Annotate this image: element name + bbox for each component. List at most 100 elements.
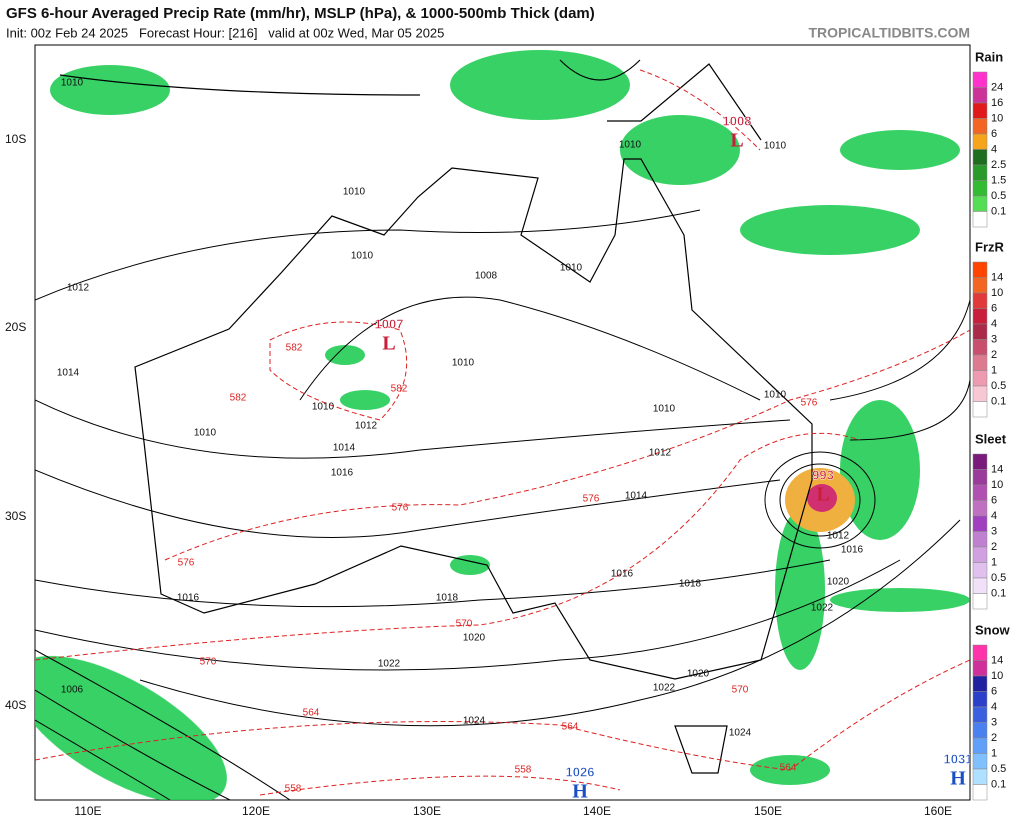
isobar-label: 1024 [463,716,486,727]
legend-label: 0.1 [991,395,1006,407]
site-name: TROPICALTIDBITS.COM [808,25,970,41]
isobar-label: 1016 [331,468,354,479]
legend-swatch [972,87,988,104]
legend-swatch [972,691,988,708]
legend-swatch [972,164,988,181]
isobar-label: 1020 [827,577,850,588]
legend-swatch [972,644,988,661]
legend-swatch [972,385,988,402]
legend-label: 2.5 [991,159,1006,171]
center-value: 1026 [566,764,595,779]
legend-swatch [972,784,988,801]
legend-label: 14 [991,654,1003,666]
legend-label: 4 [991,143,997,155]
legend-swatch [972,753,988,770]
legend-swatch [972,737,988,754]
legend-label: 6 [991,685,997,697]
legend-swatch [972,292,988,309]
legend-label: 10 [991,112,1003,124]
legend-label: 1 [991,556,997,568]
lon-label: 130E [413,804,441,818]
isobar-label: 1010 [343,187,366,198]
legend-label: 0.1 [991,205,1006,217]
legend-swatch [972,277,988,294]
legend-swatch [972,469,988,486]
isobar-label: 1012 [827,531,850,542]
isobar-label: 1010 [560,263,583,274]
legend-label: 10 [991,479,1003,491]
lat-label: 20S [5,320,26,334]
lon-label: 150E [754,804,782,818]
storm-core [807,484,837,512]
lat-label: 10S [5,132,26,146]
legend-label: 1 [991,364,997,376]
thickness-label: 576 [801,398,818,409]
isobar-label: 1012 [355,421,378,432]
center-letter: H [950,768,966,790]
precip [35,50,970,800]
legend-label: 0.5 [991,763,1006,775]
isobar-label: 1010 [351,251,374,262]
thickness-label: 564 [780,763,797,774]
thickness-label: 570 [456,619,473,630]
legend-label: 4 [991,701,997,713]
legend-swatch [972,261,988,278]
thickness-label: 576 [178,558,195,569]
legend-swatch [972,706,988,723]
legend-swatch [972,722,988,739]
legend-title: Sleet [975,431,1007,446]
isobar-label: 1010 [452,358,475,369]
legend-label: 3 [991,716,997,728]
lon-label: 120E [242,804,270,818]
legend-swatch [972,211,988,228]
isobar-label: 1006 [61,685,84,696]
isobar-label: 1012 [67,283,90,294]
center-letter: L [730,130,743,152]
isobar-label: 1022 [378,659,401,670]
legend-label: 14 [991,271,1003,283]
legend-label: 2 [991,541,997,553]
isobar-label: 1014 [625,491,648,502]
legend-label: 3 [991,333,997,345]
title: GFS 6-hour Averaged Precip Rate (mm/hr),… [6,5,595,22]
center-value: 1008 [723,113,752,128]
thickness-label: 570 [732,685,749,696]
isobar-label: 1010 [619,140,642,151]
legend-label: 1.5 [991,174,1006,186]
isobar-label: 1010 [764,390,787,401]
thickness-label: 564 [562,722,579,733]
legend-swatch [972,577,988,594]
thickness-label: 576 [392,503,409,514]
legend-swatch [972,593,988,610]
legend-swatch [972,531,988,548]
legend-label: 14 [991,463,1003,475]
isobar-label: 1012 [649,448,672,459]
legend-swatch [972,401,988,418]
legend-title: Snow [975,622,1011,637]
isobar-label: 1018 [436,593,459,604]
legend-label: 0.5 [991,380,1006,392]
isobar-label: 1022 [653,683,676,694]
legend-swatch [972,149,988,166]
legend-label: 4 [991,510,997,522]
thickness-label: 558 [515,765,532,776]
thickness-label: 576 [583,494,600,505]
thickness-label: 582 [391,384,408,395]
isobars [35,209,970,800]
legend-title: FrzR [975,239,1005,254]
center-value: 993 [812,467,834,482]
isobar-label: 1018 [679,579,702,590]
legend-swatch [972,133,988,150]
legend-label: 1 [991,747,997,759]
legend-label: 6 [991,128,997,140]
lon-label: 140E [583,804,611,818]
legend-swatch [972,484,988,501]
lat-label: 40S [5,698,26,712]
isobar-label: 1010 [653,404,676,415]
thickness [35,69,970,796]
isobar-label: 1010 [61,78,84,89]
legend-swatch [972,453,988,470]
legend-label: 0.1 [991,587,1006,599]
legend-label: 10 [991,287,1003,299]
